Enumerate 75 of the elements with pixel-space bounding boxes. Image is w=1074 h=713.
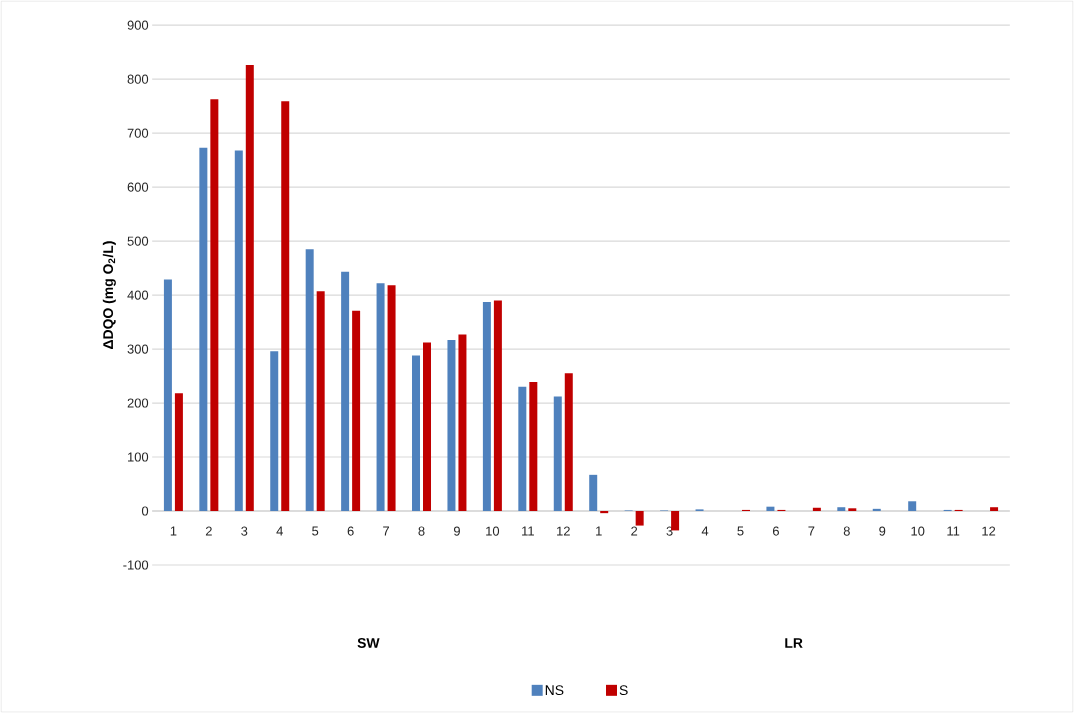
bar xyxy=(553,396,562,511)
bar xyxy=(482,302,491,511)
bar xyxy=(589,474,598,511)
bar xyxy=(270,351,279,511)
x-tick-label: 2 xyxy=(631,526,638,536)
x-tick-label: 5 xyxy=(737,526,744,536)
x-tick-label: 6 xyxy=(347,526,354,536)
x-tick-label: 8 xyxy=(418,526,425,536)
y-tick-label: 400 xyxy=(127,290,149,300)
x-tick-label: 7 xyxy=(808,526,815,536)
bar xyxy=(316,291,325,511)
bar xyxy=(376,283,385,511)
x-tick-label: 11 xyxy=(522,526,534,536)
x-tick-label: 10 xyxy=(911,526,925,536)
bar xyxy=(281,101,290,511)
bar xyxy=(908,501,917,511)
bar xyxy=(352,310,361,511)
text: SW xyxy=(357,637,380,648)
bar xyxy=(990,507,999,511)
bar xyxy=(341,271,350,511)
bar xyxy=(848,508,857,511)
x-tick-label: 7 xyxy=(383,526,390,536)
x-tick-label: 11 xyxy=(947,526,960,536)
bar xyxy=(600,510,609,514)
y-tick-label: -100 xyxy=(123,560,149,570)
bar xyxy=(163,279,172,511)
bar xyxy=(245,65,254,511)
y-tick-label: 700 xyxy=(127,128,149,138)
bar xyxy=(872,508,881,511)
x-tick-label: 1 xyxy=(596,526,602,536)
bar xyxy=(387,285,396,511)
x-tick-label: 10 xyxy=(486,526,500,536)
legend-label: S xyxy=(619,685,628,696)
y-tick-label: 600 xyxy=(127,182,149,192)
bar xyxy=(199,147,208,511)
bar xyxy=(564,373,573,511)
x-tick-label: 4 xyxy=(701,526,709,536)
bar xyxy=(812,507,821,511)
x-tick-label: 12 xyxy=(982,526,996,536)
x-tick-label: 5 xyxy=(312,526,319,536)
bar xyxy=(412,355,421,511)
bar xyxy=(518,386,527,511)
bar xyxy=(234,150,243,511)
y-tick-label: 100 xyxy=(128,452,149,462)
x-tick-label: 12 xyxy=(557,526,570,536)
y-tick-label: 300 xyxy=(127,344,149,354)
y-axis-title: ΔDQO (mg O$_{2}$/L) xyxy=(102,241,116,349)
x-tick-label: 8 xyxy=(843,526,850,536)
bar xyxy=(447,339,456,511)
x-tick-label: 1 xyxy=(170,526,177,536)
bar xyxy=(305,249,314,511)
bar xyxy=(210,99,219,511)
bar xyxy=(529,381,538,511)
bar xyxy=(493,300,502,511)
x-tick-label: 3 xyxy=(666,526,673,536)
bar xyxy=(174,393,183,511)
y-tick-label: 200 xyxy=(127,398,149,408)
y-tick-label: 0 xyxy=(141,506,149,516)
legend-label: NS xyxy=(545,685,564,696)
bar xyxy=(458,334,467,511)
x-tick-label: 9 xyxy=(879,526,886,536)
bar xyxy=(766,506,775,511)
bar xyxy=(671,510,680,531)
bar xyxy=(423,342,431,511)
y-tick-label: 800 xyxy=(127,74,149,84)
bar xyxy=(635,510,644,526)
bar xyxy=(837,507,846,511)
y-tick-label: 900 xyxy=(127,20,149,30)
x-tick-label: 2 xyxy=(205,526,212,536)
x-tick-label: 6 xyxy=(772,526,779,536)
text: LR xyxy=(785,638,803,648)
y-tick-label: 500 xyxy=(127,236,149,246)
x-tick-label: 3 xyxy=(241,526,248,536)
x-tick-label: 4 xyxy=(276,526,283,536)
x-tick-label: 9 xyxy=(453,526,460,536)
